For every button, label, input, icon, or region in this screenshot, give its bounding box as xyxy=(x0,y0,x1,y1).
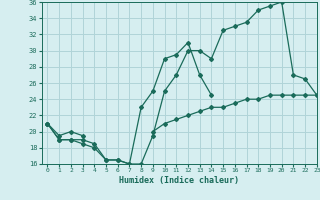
X-axis label: Humidex (Indice chaleur): Humidex (Indice chaleur) xyxy=(119,176,239,185)
